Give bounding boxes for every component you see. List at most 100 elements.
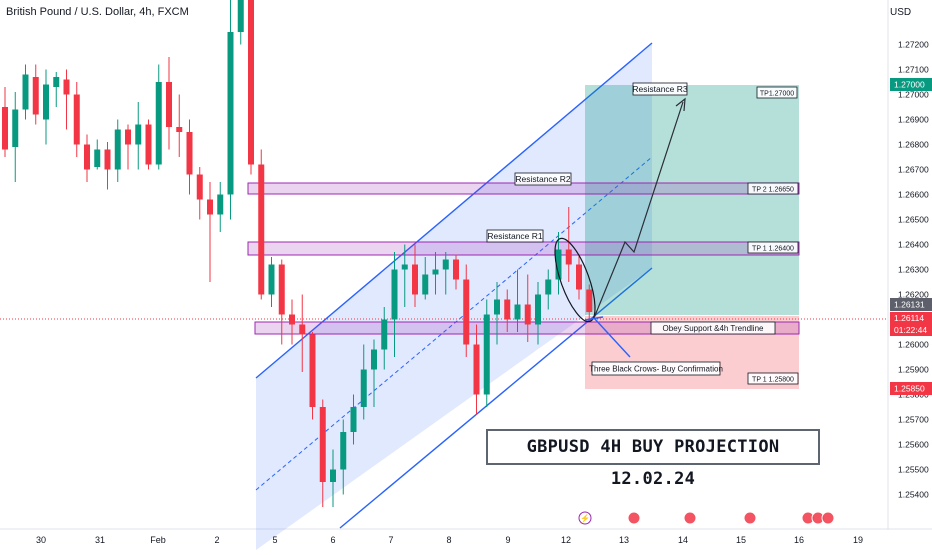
candle-body	[309, 334, 316, 407]
candle-body	[555, 249, 562, 280]
candle-body	[114, 129, 121, 170]
candle-body	[22, 74, 29, 110]
x-tick-label: 15	[736, 535, 746, 545]
currency-label[interactable]: USD	[890, 7, 912, 18]
y-tick-label: 1.25600	[898, 440, 929, 450]
candle-body	[278, 264, 285, 315]
y-tick-label: 1.26700	[898, 165, 929, 175]
tp-main-label: TP1.27000	[760, 91, 794, 98]
resistance-r2-label: Resistance R2	[515, 174, 571, 184]
event-flash-glyph: ⚡	[580, 513, 590, 523]
candle-body	[381, 319, 388, 350]
candle-body	[217, 194, 224, 215]
candle-body	[483, 314, 490, 395]
y-tick-label: 1.25500	[898, 465, 929, 475]
y-tick-label: 1.27100	[898, 65, 929, 75]
candle-body	[53, 77, 60, 87]
candle-body	[350, 407, 357, 432]
y-tick-label: 1.27000	[898, 90, 929, 100]
y-tick-label: 1.26800	[898, 140, 929, 150]
x-tick-label: Feb	[150, 535, 166, 545]
candle-body	[268, 264, 275, 295]
y-tick-label: 1.26200	[898, 290, 929, 300]
resistance-r1-label-box	[486, 229, 544, 243]
candle-body	[473, 344, 480, 395]
x-tick-label: 2	[214, 535, 219, 545]
candle-body	[453, 259, 459, 280]
y-tick-label: 1.26000	[898, 340, 929, 350]
y-tick-label: 1.26600	[898, 190, 929, 200]
annotation-pointer	[593, 317, 631, 358]
pivot-mark	[584, 316, 604, 321]
candle-body	[186, 132, 193, 175]
candle-body	[227, 32, 234, 195]
y-tick-label: 1.25400	[898, 490, 929, 500]
tp2-label: TP 2 1.26650	[752, 187, 794, 194]
x-tick-label: 8	[446, 535, 451, 545]
candle-body	[401, 264, 408, 270]
candle-body	[442, 259, 449, 270]
candle-body	[237, 0, 244, 32]
projection-arrowhead	[675, 97, 686, 112]
candle-body	[514, 304, 521, 320]
candle-body	[299, 324, 306, 335]
candle-body	[176, 127, 183, 132]
candle-body	[565, 249, 572, 265]
candle-body	[94, 149, 101, 167]
candle-body	[340, 432, 347, 470]
candle-body	[576, 264, 582, 290]
candle-body	[63, 79, 70, 95]
sl-label: TP 1 1.25800	[752, 377, 794, 384]
candle-body	[135, 124, 142, 145]
candle-body	[2, 107, 8, 150]
y-tick-label: 1.26400	[898, 240, 929, 250]
candle-body	[422, 274, 429, 295]
price-tag-last: 1.26114	[894, 313, 924, 323]
candle-body	[432, 269, 439, 275]
event-flag-icon	[627, 511, 641, 525]
x-tick-label: 30	[36, 535, 46, 545]
x-tick-label: 14	[678, 535, 688, 545]
price-tag-last-bg	[890, 312, 932, 324]
candle-body	[463, 279, 470, 345]
resistance-r3-label-box	[632, 82, 688, 96]
x-tick-label: 6	[330, 535, 335, 545]
y-tick-label: 1.27200	[898, 40, 929, 50]
y-tick-label: 1.26500	[898, 215, 929, 225]
price-tag-stop-bg	[890, 382, 932, 395]
projection-path	[593, 101, 684, 319]
candle-body	[125, 129, 131, 145]
tp2-label-box	[747, 182, 799, 195]
channel-lower-line	[339, 267, 653, 529]
price-tag-countdown-bg	[890, 324, 932, 336]
candle-body	[504, 299, 511, 320]
candle-body	[248, 0, 254, 165]
x-tick-label: 19	[853, 535, 863, 545]
candle-body	[360, 369, 367, 407]
price-tag-target-bg	[890, 78, 932, 91]
projection-title: GBPUSD 4H BUY PROJECTION 12.02.24	[486, 429, 820, 489]
candle-body	[145, 124, 152, 165]
price-tag-countdown: 01:22:44	[894, 325, 927, 335]
tp1-label-box	[747, 241, 799, 254]
tp-main-label-box	[756, 86, 798, 99]
candle-body	[535, 294, 541, 325]
price-tag-target: 1.27000	[894, 80, 925, 90]
candle-body	[391, 269, 398, 320]
price-tag-current-bg	[890, 298, 932, 311]
three-crows-label-box	[591, 361, 721, 376]
candle-body	[330, 469, 336, 482]
candle-body	[586, 289, 593, 312]
three-crows-label: Three Black Crows- Buy Confirmation	[589, 365, 723, 374]
resistance-r3-label: Resistance R3	[632, 84, 688, 94]
price-axis-bg	[888, 0, 932, 550]
resistance-r2-label-box	[514, 172, 572, 186]
candle-body	[524, 304, 531, 325]
support-label: Obey Support &4h Trendline	[663, 324, 765, 333]
candle-body	[155, 82, 162, 165]
candle-body	[371, 349, 377, 370]
x-tick-label: 16	[794, 535, 804, 545]
event-flash-icon	[578, 511, 592, 525]
